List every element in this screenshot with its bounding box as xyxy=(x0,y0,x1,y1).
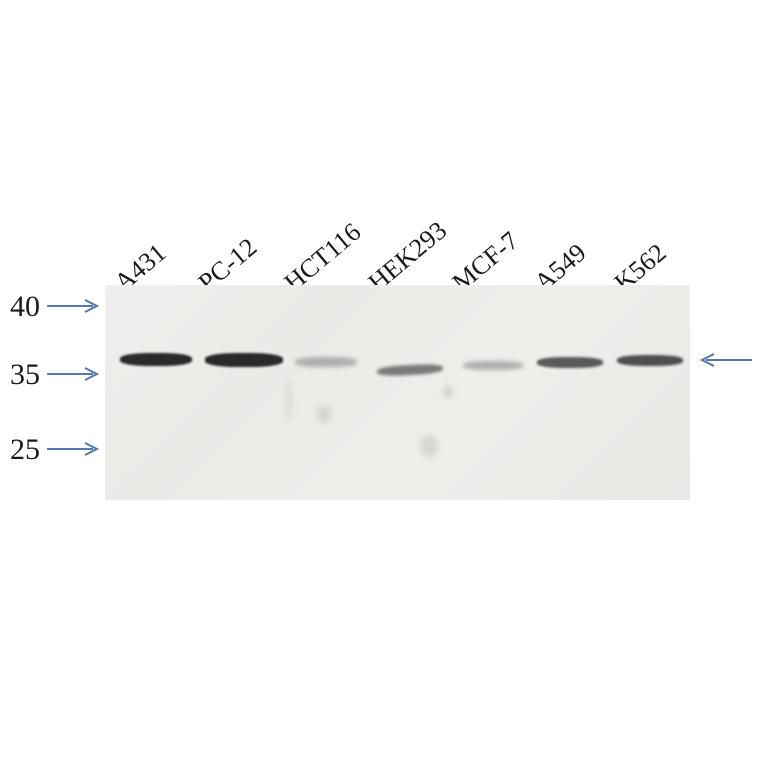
band-hek293 xyxy=(377,363,443,376)
band-indicator-arrow xyxy=(698,352,756,368)
mw-label-40: 40 xyxy=(0,290,40,324)
mw-arrow-35 xyxy=(45,366,103,382)
western-blot-figure: A431 PC-12 HCT116 HEK293 MCF-7 A549 K562… xyxy=(0,0,764,764)
band-k562 xyxy=(617,355,683,366)
band-hct116 xyxy=(295,357,357,367)
blot-artifact xyxy=(317,405,331,423)
mw-label-25: 25 xyxy=(0,433,40,467)
mw-arrow-40 xyxy=(45,298,103,314)
blot-artifact xyxy=(285,380,293,420)
band-a549 xyxy=(537,357,603,368)
band-mcf7 xyxy=(463,361,523,370)
mw-label-35: 35 xyxy=(0,358,40,392)
blot-artifact xyxy=(443,385,453,399)
band-a431 xyxy=(120,353,192,366)
band-pc12 xyxy=(205,353,283,367)
mw-arrow-25 xyxy=(45,441,103,457)
blot-membrane xyxy=(105,285,690,500)
blot-artifact xyxy=(420,435,438,457)
